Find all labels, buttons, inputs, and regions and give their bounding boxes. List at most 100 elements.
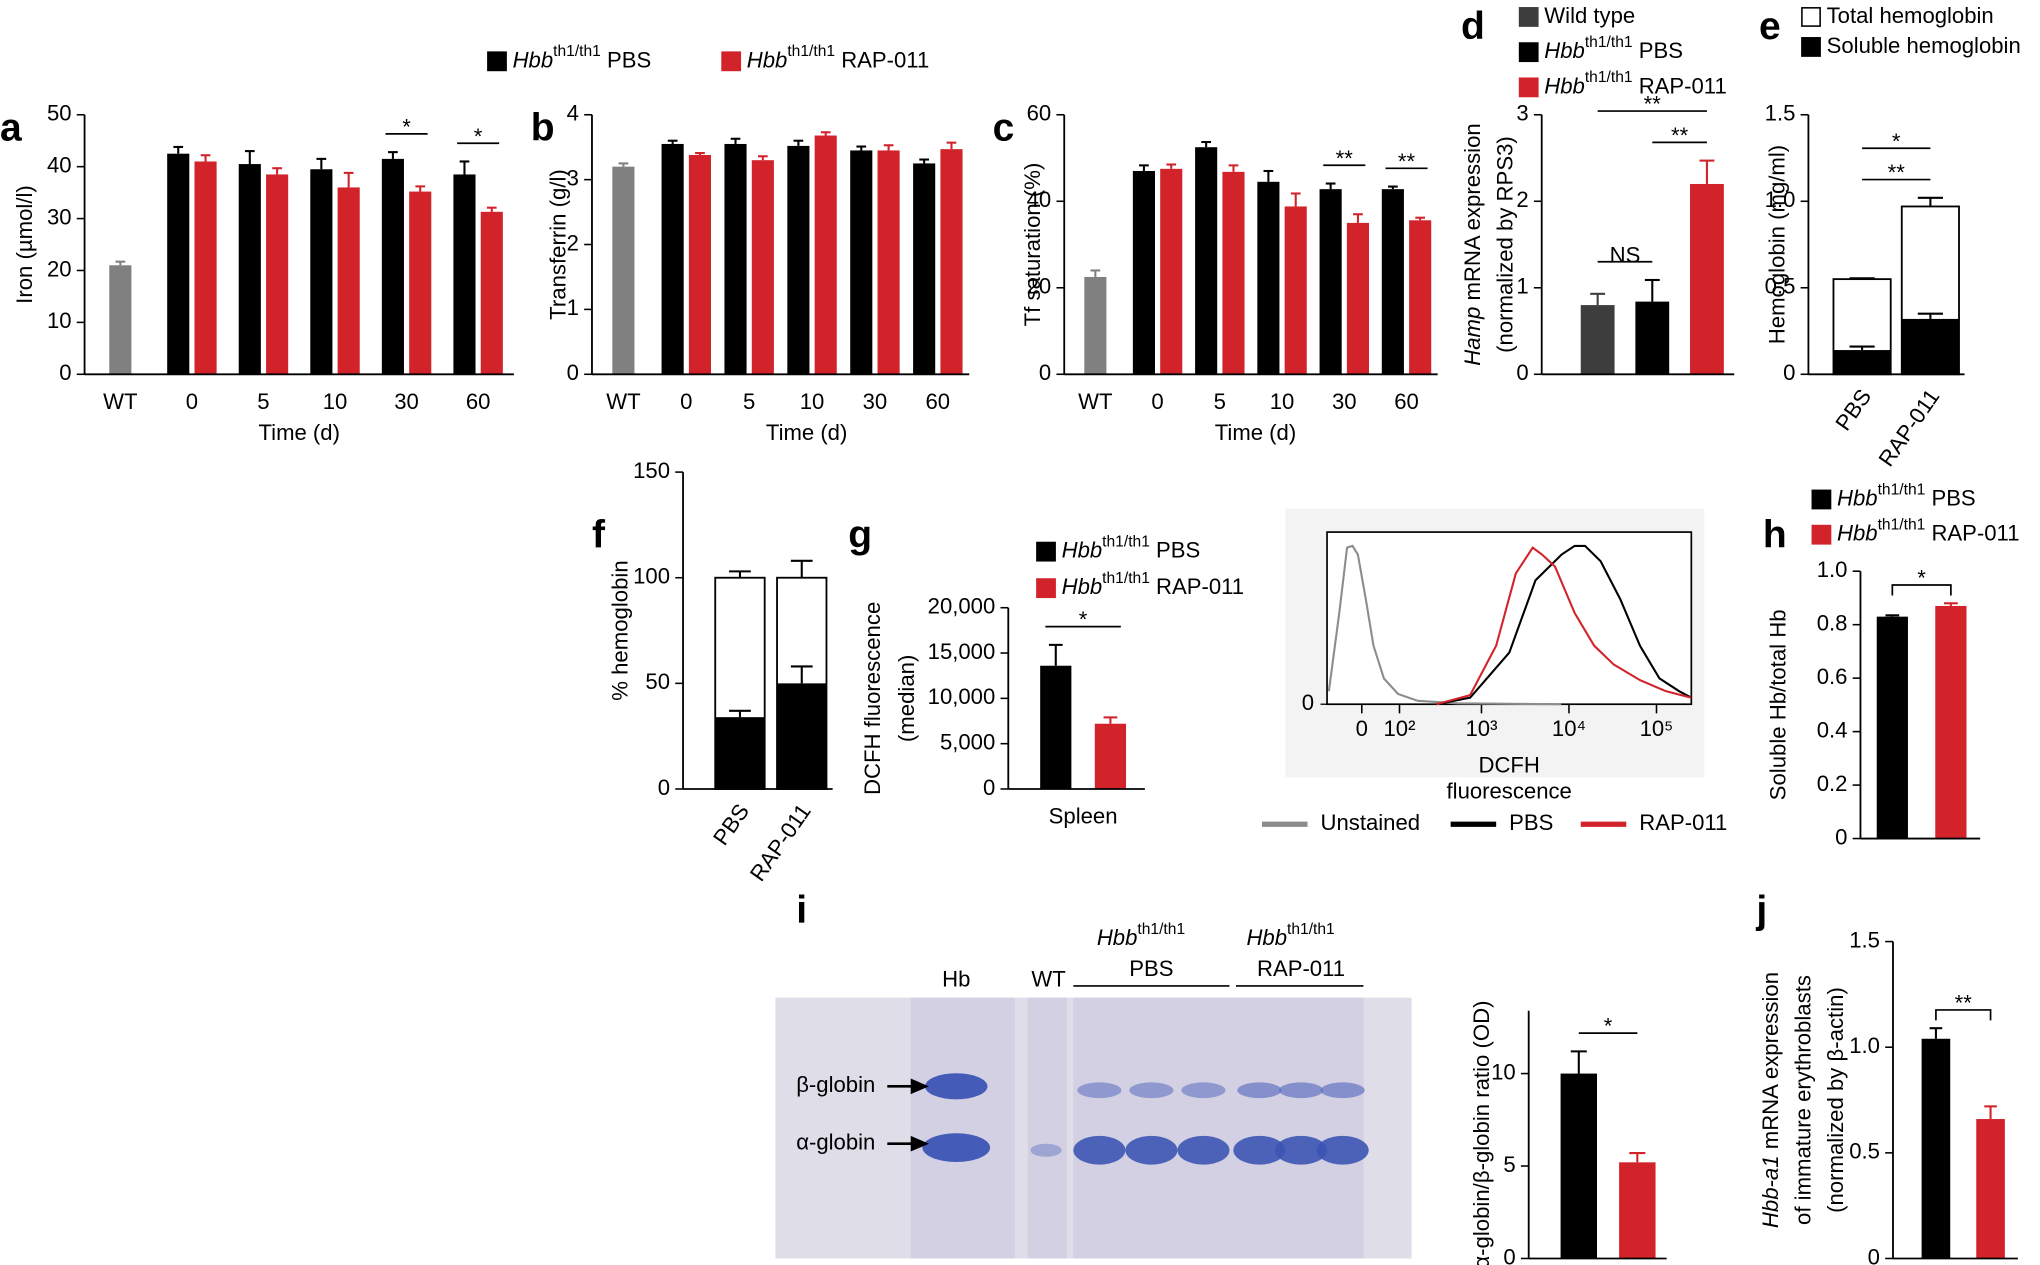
bar bbox=[453, 174, 476, 375]
bar bbox=[266, 174, 289, 375]
y-tick-label: 1.0 bbox=[1849, 1033, 1880, 1058]
legend-label: Hbbth1/th1 RAP-011 bbox=[1837, 517, 2019, 546]
bar bbox=[1284, 206, 1307, 375]
gel-lane bbox=[1233, 997, 1364, 1259]
significance-bracket bbox=[1935, 1009, 1992, 1021]
bar bbox=[612, 166, 635, 375]
bar bbox=[1160, 168, 1183, 375]
legend-label: Hbbth1/th1 PBS bbox=[513, 43, 652, 72]
y-tick-label: 20,000 bbox=[928, 594, 996, 619]
y-axis-label: α-globin/β-globin ratio (OD) bbox=[1469, 1001, 1494, 1265]
bar bbox=[1084, 276, 1107, 375]
legend-label: Hbbth1/th1 PBS bbox=[1544, 34, 1683, 63]
gel-band bbox=[1125, 1135, 1178, 1165]
histogram-line bbox=[1327, 544, 1562, 706]
text-part: th1/th1 bbox=[553, 43, 601, 60]
y-tick-label: 10 bbox=[1491, 1059, 1516, 1084]
gel-lane-label: WT bbox=[1031, 967, 1065, 992]
x-tick-label: 60 bbox=[1394, 389, 1419, 414]
gel-band bbox=[1233, 1135, 1286, 1165]
histogram-line bbox=[1436, 546, 1692, 706]
y-tick-label: 5 bbox=[1503, 1152, 1515, 1177]
y-axis-label: of immature erythroblasts bbox=[1790, 975, 1815, 1225]
bar bbox=[1346, 222, 1369, 375]
legend-swatch bbox=[1811, 524, 1832, 545]
y-tick-label: 2 bbox=[567, 230, 579, 255]
significance-label: * bbox=[402, 114, 411, 139]
text-part: RAP-011 bbox=[1150, 574, 1244, 599]
bar bbox=[480, 211, 503, 375]
gel-band bbox=[925, 1073, 988, 1100]
y-tick-label: 50 bbox=[47, 101, 72, 126]
y-tick-label: 0 bbox=[658, 775, 670, 800]
y-tick-label: 0 bbox=[1868, 1244, 1880, 1265]
x-tick-label: 60 bbox=[926, 389, 951, 414]
x-tick-label: 0 bbox=[1356, 716, 1368, 741]
y-tick-label: 30 bbox=[47, 204, 72, 229]
x-axis-label: Time (d) bbox=[259, 420, 340, 445]
legend-label: Hbbth1/th1 RAP-011 bbox=[747, 43, 929, 72]
legend-label: Hbbth1/th1 PBS bbox=[1837, 481, 1976, 510]
gel-band bbox=[922, 1133, 991, 1162]
text-part: Hbb bbox=[513, 47, 554, 72]
text-part: Hbb bbox=[1062, 574, 1103, 599]
y-tick-label: 1 bbox=[1516, 274, 1528, 299]
bar bbox=[1976, 1119, 2005, 1259]
y-tick-label: 2 bbox=[1516, 187, 1528, 212]
gel-lane bbox=[910, 997, 1015, 1259]
bar bbox=[777, 683, 827, 789]
x-tick-label: 10 bbox=[800, 389, 825, 414]
legend-swatch bbox=[1518, 7, 1539, 27]
x-tick-label: 10² bbox=[1384, 716, 1416, 741]
significance-label: ** bbox=[1955, 991, 1973, 1016]
gel-band bbox=[1316, 1135, 1369, 1165]
significance-label: ** bbox=[1336, 146, 1354, 171]
text-part: th1/th1 bbox=[787, 43, 835, 60]
gel-arrowhead bbox=[910, 1078, 929, 1095]
significance-label: * bbox=[1079, 607, 1088, 632]
bar bbox=[409, 191, 432, 375]
y-axis-label: Hbb-a1 mRNA expression bbox=[1758, 972, 1783, 1228]
y-axis-label: Soluble Hb/total Hb bbox=[1766, 609, 1791, 800]
bar bbox=[1040, 665, 1072, 789]
x-tick-label: PBS bbox=[1830, 384, 1876, 435]
bar bbox=[1635, 301, 1670, 375]
text-part: th1/th1 bbox=[1585, 69, 1633, 86]
gel-group-label: RAP-011 bbox=[1257, 956, 1345, 981]
y-tick-label: 0.8 bbox=[1817, 611, 1848, 636]
bar bbox=[940, 149, 963, 375]
x-tick-label: WT bbox=[103, 389, 137, 414]
legend-swatch bbox=[1036, 541, 1056, 562]
y-tick-label: 0 bbox=[1503, 1244, 1515, 1265]
x-axis-label: Time (d) bbox=[766, 420, 847, 445]
text-part: th1/th1 bbox=[1878, 481, 1926, 498]
bar bbox=[1409, 220, 1432, 375]
y-tick-label: 20 bbox=[1027, 274, 1052, 299]
x-tick-label: WT bbox=[1078, 389, 1112, 414]
x-tick-label: 5 bbox=[257, 389, 269, 414]
panel-letter: e bbox=[1759, 5, 1781, 48]
x-axis-label: fluorescence bbox=[1447, 779, 1572, 804]
gel-group-genotype: Hbbth1/th1 bbox=[1097, 921, 1185, 950]
y-tick-label: 5,000 bbox=[940, 730, 995, 755]
legend-swatch bbox=[1801, 7, 1821, 27]
gel-lane bbox=[1073, 997, 1236, 1259]
gel-band-label: α-globin bbox=[796, 1130, 875, 1155]
significance-label: ** bbox=[1671, 123, 1689, 148]
y-tick-label: 0.2 bbox=[1817, 771, 1848, 796]
y-tick-label: 0.5 bbox=[1849, 1139, 1880, 1164]
text-part: RAP-011 bbox=[1633, 73, 1727, 98]
y-tick-label: 0 bbox=[1783, 360, 1795, 385]
gel-group-genotype: Hbbth1/th1 bbox=[1246, 921, 1334, 950]
y-tick-label: 50 bbox=[645, 669, 670, 694]
y-tick-label: 0 bbox=[1835, 824, 1847, 849]
gel-band bbox=[1181, 1082, 1226, 1099]
gel-band bbox=[1030, 1143, 1062, 1157]
text-part: RAP-011 bbox=[1925, 521, 2019, 546]
y-tick-label: 10,000 bbox=[928, 684, 996, 709]
y-tick-label: 20 bbox=[47, 256, 72, 281]
legend-swatch bbox=[1811, 489, 1832, 510]
bar bbox=[1876, 616, 1908, 839]
y-tick-label: 4 bbox=[567, 101, 579, 126]
